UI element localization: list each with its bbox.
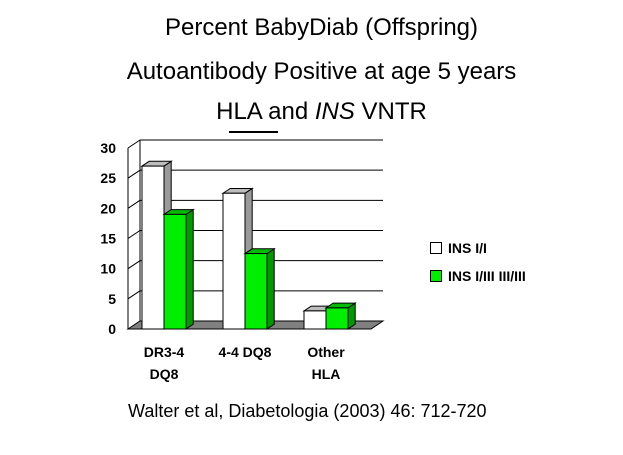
title-italic-ins: INS [314,98,355,125]
x-tick-label: DQ8 [150,366,179,382]
bar-ins-i-iii [163,213,187,330]
y-tick-label: 20 [100,200,116,216]
y-tick-label: 25 [100,170,116,186]
x-tick-label: Other [307,344,345,360]
bar-ins-i-iii [244,253,268,330]
legend-item-ins-i-iii: INS I/III III/III [430,268,526,284]
bar-ins-i-i [141,165,165,330]
bar-side [185,208,194,330]
y-tick-label: 15 [100,231,116,247]
citation-text: Walter et al, Diabetologia (2003) 46: 71… [128,401,487,421]
legend-label: INS I/III III/III [448,268,526,284]
legend-swatch-green [430,270,442,282]
x-tick-label: HLA [312,366,341,382]
title-underline [229,131,278,133]
gridline-side [127,290,141,300]
legend-item-ins-i-i: INS I/I [430,240,487,256]
title-prefix: HLA and [216,98,315,125]
gridline-side [127,199,141,209]
gridline-side [127,169,141,179]
bar-side [266,247,275,330]
y-tick-label: 5 [108,291,116,307]
gridline-side [127,230,141,239]
gridline-side [127,139,141,149]
chart-title-line-2: Autoantibody Positive at age 5 years [126,58,517,85]
chart-title-line-1: Percent BabyDiab (Offspring) [164,14,479,41]
x-tick-label: DR3-4 [144,344,185,360]
chart-title-line-3: HLA and INS VNTR [0,98,623,126]
y-tick-label: 0 [108,321,116,337]
bar-ins-i-iii [325,307,349,330]
bar-ins-i-i [303,310,327,330]
y-tick-label: 10 [100,261,116,277]
legend-label: INS I/I [448,240,487,256]
x-tick-label: 4-4 DQ8 [219,344,272,360]
title-suffix: VNTR [354,98,427,125]
bar-ins-i-i [222,192,246,330]
legend-swatch-white [430,242,442,254]
gridline-side [127,260,141,270]
y-tick-label: 30 [100,140,116,156]
